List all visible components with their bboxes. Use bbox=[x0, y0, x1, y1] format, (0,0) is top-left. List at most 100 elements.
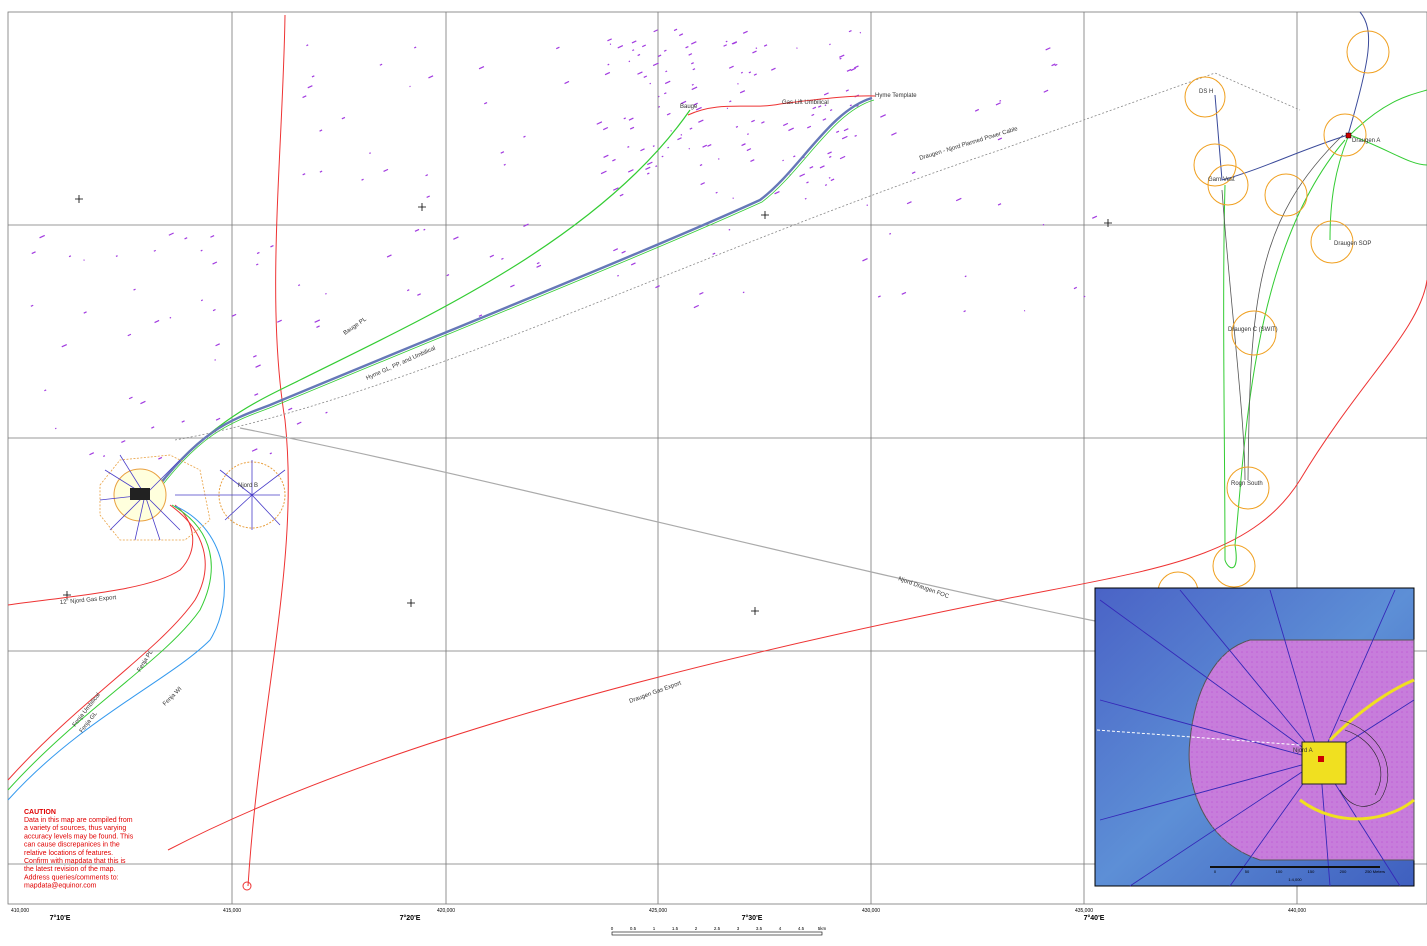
speck bbox=[597, 121, 603, 124]
speck bbox=[723, 44, 727, 47]
speck bbox=[807, 126, 811, 129]
speck bbox=[216, 418, 221, 421]
speck bbox=[1044, 90, 1049, 93]
speck bbox=[729, 100, 731, 102]
speck bbox=[839, 55, 844, 58]
speck bbox=[423, 229, 425, 231]
speck bbox=[751, 120, 755, 123]
speck bbox=[316, 325, 320, 328]
speck bbox=[417, 293, 421, 296]
speck bbox=[277, 320, 282, 323]
speck bbox=[212, 261, 217, 264]
speck bbox=[84, 311, 87, 313]
speck bbox=[854, 135, 857, 137]
speck bbox=[1024, 310, 1025, 312]
speck bbox=[907, 201, 912, 204]
caution-line: Address queries/comments to: bbox=[24, 874, 119, 881]
speck bbox=[319, 129, 322, 131]
speck bbox=[653, 145, 655, 147]
speck bbox=[428, 75, 433, 78]
inset-scale-tick: 100 bbox=[1276, 869, 1283, 874]
speck bbox=[312, 75, 315, 77]
speck bbox=[667, 113, 671, 116]
caution-line: relative locations of features. bbox=[24, 850, 113, 857]
feature-label: Njord B bbox=[238, 483, 258, 489]
speck bbox=[116, 255, 118, 257]
easting-label: 410,000 bbox=[11, 908, 29, 914]
speck bbox=[253, 355, 257, 358]
speck bbox=[128, 334, 132, 337]
speck bbox=[851, 68, 856, 71]
speck bbox=[140, 401, 145, 404]
speck bbox=[688, 53, 692, 56]
speck bbox=[889, 233, 891, 235]
speck bbox=[667, 147, 669, 149]
speck bbox=[31, 305, 34, 307]
easting-label: 435,000 bbox=[1075, 908, 1093, 914]
feature-label: Draugen SOP bbox=[1334, 241, 1371, 247]
speck bbox=[685, 46, 688, 48]
speck bbox=[320, 171, 323, 173]
speck bbox=[820, 165, 825, 168]
speck bbox=[700, 164, 703, 166]
feature-label: Rogn South bbox=[1231, 481, 1263, 487]
feature-label: Bauge bbox=[680, 104, 698, 110]
speck bbox=[44, 389, 46, 391]
scale-tick: 1.5 bbox=[672, 926, 679, 931]
speck bbox=[490, 255, 494, 258]
speck bbox=[603, 155, 608, 158]
caution-title: CAUTION bbox=[24, 809, 56, 816]
speck bbox=[182, 420, 185, 422]
marker bbox=[243, 882, 251, 890]
speck bbox=[603, 127, 608, 130]
speck bbox=[169, 232, 174, 235]
speck bbox=[846, 89, 849, 91]
speck bbox=[632, 49, 634, 51]
speck bbox=[831, 178, 835, 181]
easting-label: 430,000 bbox=[862, 908, 880, 914]
caution-line: accuracy levels may be found. This bbox=[24, 833, 134, 840]
caution-line: the latest revision of the map. bbox=[24, 866, 115, 873]
page: BaugeGas Lift UmbilicalHyme TemplateDrau… bbox=[0, 0, 1427, 941]
speck bbox=[699, 292, 703, 295]
speck bbox=[342, 117, 346, 120]
speck bbox=[749, 71, 752, 73]
speck bbox=[756, 47, 758, 49]
speck bbox=[963, 310, 966, 312]
speck bbox=[647, 172, 650, 174]
speck bbox=[692, 87, 698, 91]
speck bbox=[158, 457, 162, 460]
scale-tick: 1 bbox=[653, 926, 656, 931]
inset-scale-tick: 50 bbox=[1245, 869, 1250, 874]
speck bbox=[302, 95, 306, 98]
feature-label: Draugen Gas Export bbox=[629, 680, 683, 704]
speck bbox=[501, 151, 505, 154]
caution-line: can cause discrepanices in the bbox=[24, 842, 120, 849]
speck bbox=[707, 144, 711, 147]
feature-label: Draugen - Njord Planned Power Cable bbox=[919, 126, 1019, 162]
speck bbox=[637, 71, 642, 74]
speck bbox=[726, 41, 728, 43]
speck bbox=[805, 198, 807, 200]
speck bbox=[665, 81, 671, 84]
speck bbox=[796, 47, 798, 49]
speck bbox=[842, 136, 848, 140]
speck bbox=[862, 258, 868, 261]
speck bbox=[453, 236, 459, 239]
speck bbox=[607, 64, 609, 66]
speck bbox=[716, 192, 718, 194]
speck bbox=[665, 70, 667, 72]
speck bbox=[426, 195, 430, 198]
speck bbox=[1092, 216, 1097, 219]
speck bbox=[741, 143, 745, 146]
speck bbox=[644, 75, 648, 78]
speck bbox=[256, 263, 259, 265]
inset-scale-tick: 250 Meters bbox=[1365, 869, 1385, 874]
speck bbox=[618, 45, 624, 48]
speck bbox=[694, 305, 699, 308]
speck bbox=[799, 173, 805, 177]
caution-line: mapdata@equinor.com bbox=[24, 883, 97, 890]
map: BaugeGas Lift UmbilicalHyme TemplateDrau… bbox=[0, 0, 1427, 941]
speck bbox=[314, 319, 320, 322]
speck bbox=[201, 299, 203, 301]
